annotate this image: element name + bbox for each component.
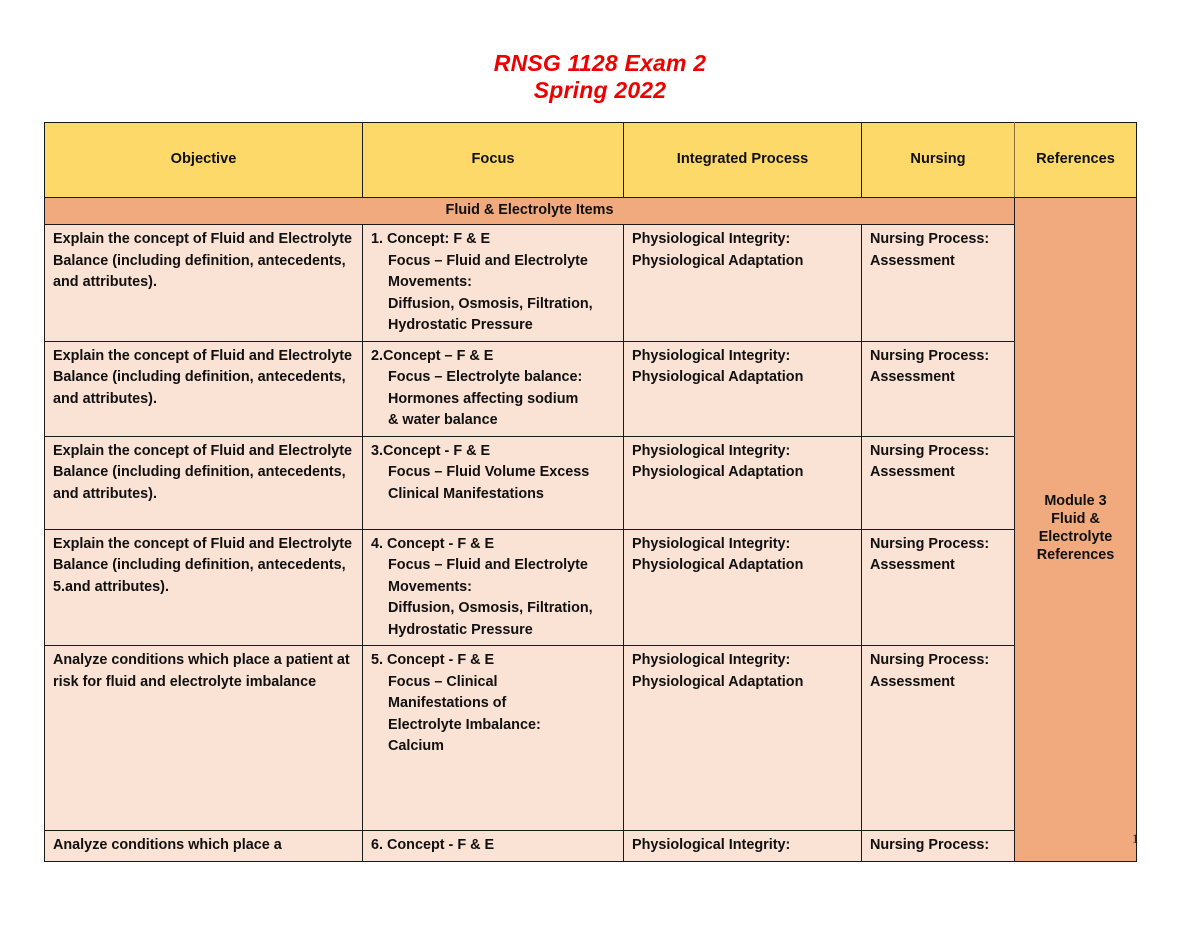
- column-header-objective: Objective: [44, 122, 363, 198]
- focus-line: 1. Concept: F & E: [371, 231, 491, 247]
- cell-nursing: Nursing Process: Assessment: [861, 645, 1015, 831]
- cell-integrated-process: Physiological Integrity: Physiological A…: [623, 340, 862, 437]
- table-row: Explain the concept of Fluid and Electro…: [44, 224, 1137, 342]
- page-title: RNSG 1128 Exam 2 Spring 2022: [0, 50, 1200, 104]
- focus-line: Focus – Fluid and Electrolyte: [388, 252, 588, 269]
- section-header-row: Fluid & Electrolyte Items Module 3 Fluid…: [44, 197, 1137, 862]
- references-merged-cell: Module 3 Fluid & Electrolyte References: [1014, 197, 1137, 862]
- references-line-4: References: [1036, 547, 1115, 564]
- column-header-nursing: Nursing: [861, 122, 1015, 198]
- cell-focus: 2.Concept – F & E Focus – Electrolyte ba…: [362, 340, 624, 437]
- title-line-2: Spring 2022: [533, 77, 667, 103]
- focus-line: 4. Concept - F & E: [371, 535, 495, 552]
- title-line-1: RNSG 1128 Exam 2: [493, 50, 707, 76]
- focus-line: 3.Concept - F & E: [371, 442, 491, 459]
- focus-line: Manifestations of: [388, 695, 507, 711]
- table-row: Explain the concept of Fluid and Electro…: [44, 528, 1137, 646]
- cell-integrated-process: Physiological Integrity: Physiological A…: [623, 528, 862, 646]
- references-line-1: Module 3: [1044, 493, 1107, 510]
- column-header-integrated-process: Integrated Process: [623, 122, 862, 198]
- cell-objective: Analyze conditions which place a patient…: [44, 645, 363, 831]
- table-row: Explain the concept of Fluid and Electro…: [44, 435, 1137, 530]
- cell-integrated-process: Physiological Integrity:: [623, 830, 862, 862]
- section-title-fluid-electrolyte-items: Fluid & Electrolyte Items: [44, 197, 1015, 225]
- cell-integrated-process: Physiological Integrity: Physiological A…: [623, 645, 862, 831]
- table-row: Analyze conditions which place a patient…: [44, 645, 1137, 831]
- cell-nursing: Nursing Process: Assessment: [861, 340, 1015, 437]
- cell-focus: 5. Concept - F & E Focus – Clinical Mani…: [362, 645, 624, 831]
- exam-blueprint-table: Objective Focus Integrated Process Nursi…: [44, 122, 1137, 862]
- focus-line: & water balance: [388, 412, 498, 428]
- cell-nursing: Nursing Process:: [861, 830, 1015, 862]
- cell-nursing: Nursing Process: Assessment: [861, 528, 1015, 646]
- table-header-row: Objective Focus Integrated Process Nursi…: [44, 122, 1137, 198]
- focus-line: Hydrostatic Pressure: [388, 317, 533, 333]
- focus-line: Hormones affecting sodium: [388, 390, 579, 407]
- cell-objective: Explain the concept of Fluid and Electro…: [44, 435, 363, 530]
- focus-line: Diffusion, Osmosis, Filtration,: [388, 295, 593, 312]
- references-line-3: Electrolyte: [1038, 529, 1113, 546]
- focus-line: Focus – Fluid and Electrolyte: [388, 557, 588, 573]
- table-row: Analyze conditions which place a 6. Conc…: [44, 830, 1137, 862]
- focus-line: Electrolyte Imbalance:: [388, 716, 541, 733]
- focus-line: Calcium: [388, 738, 444, 754]
- cell-objective: Explain the concept of Fluid and Electro…: [44, 224, 363, 342]
- focus-line: Hydrostatic Pressure: [388, 621, 533, 638]
- column-header-focus: Focus: [362, 122, 624, 198]
- column-header-references: References: [1014, 122, 1137, 198]
- references-line-2: Fluid &: [1051, 511, 1100, 528]
- focus-line: 5. Concept - F & E: [371, 652, 495, 668]
- focus-line: Focus – Fluid Volume Excess: [388, 464, 590, 480]
- focus-line: Diffusion, Osmosis, Filtration,: [388, 600, 593, 616]
- focus-line: Focus – Clinical: [388, 673, 498, 690]
- table-row: Explain the concept of Fluid and Electro…: [44, 340, 1137, 437]
- cell-objective: Explain the concept of Fluid and Electro…: [44, 528, 363, 646]
- cell-focus: 3.Concept - F & E Focus – Fluid Volume E…: [362, 435, 624, 530]
- focus-line: Movements:: [388, 274, 472, 290]
- focus-line: Movements:: [388, 578, 472, 595]
- cell-focus: 4. Concept - F & E Focus – Fluid and Ele…: [362, 528, 624, 646]
- page-number: 1: [1132, 831, 1139, 846]
- cell-integrated-process: Physiological Integrity: Physiological A…: [623, 435, 862, 530]
- cell-objective: Analyze conditions which place a: [44, 830, 363, 862]
- exam-blueprint-table-wrapper: Objective Focus Integrated Process Nursi…: [44, 122, 1137, 862]
- cell-integrated-process: Physiological Integrity: Physiological A…: [623, 224, 862, 342]
- cell-focus: 1. Concept: F & E Focus – Fluid and Elec…: [362, 224, 624, 342]
- cell-nursing: Nursing Process: Assessment: [861, 224, 1015, 342]
- cell-objective: Explain the concept of Fluid and Electro…: [44, 340, 363, 437]
- cell-focus: 6. Concept - F & E: [362, 830, 624, 862]
- focus-line: 2.Concept – F & E: [371, 347, 494, 364]
- focus-line: Focus – Electrolyte balance:: [388, 369, 583, 385]
- focus-line: Clinical Manifestations: [388, 485, 544, 502]
- cell-nursing: Nursing Process: Assessment: [861, 435, 1015, 530]
